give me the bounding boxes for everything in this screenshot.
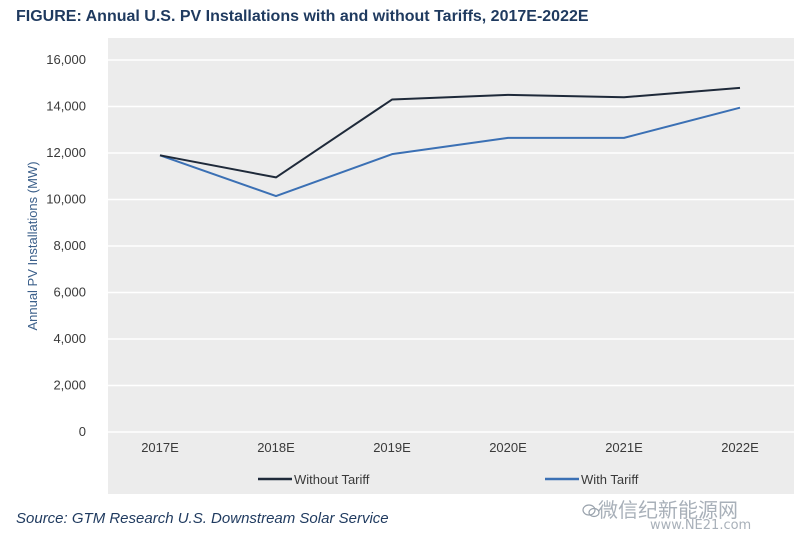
x-tick-label: 2018E bbox=[257, 440, 295, 455]
wechat-icon bbox=[582, 504, 600, 518]
y-axis-label: Annual PV Installations (MW) bbox=[25, 161, 40, 330]
legend: Without Tariff With Tariff bbox=[258, 472, 639, 487]
y-tick-label: 0 bbox=[79, 424, 86, 439]
x-tick-labels: 2017E 2018E 2019E 2020E 2021E 2022E bbox=[141, 440, 759, 455]
x-tick-label: 2017E bbox=[141, 440, 179, 455]
y-tick-label: 14,000 bbox=[46, 99, 86, 114]
y-tick-labels: 0 2,000 4,000 6,000 8,000 10,000 12,000 14,000 1… bbox=[46, 52, 86, 439]
y-tick-label: 12,000 bbox=[46, 145, 86, 160]
series-line-with-tariff bbox=[159, 106, 741, 198]
x-tick-label: 2020E bbox=[489, 440, 527, 455]
watermark-url: www.NE21.com bbox=[650, 518, 752, 533]
x-tick-label: 2022E bbox=[721, 440, 759, 455]
y-tick-label: 10,000 bbox=[46, 192, 86, 207]
x-tick-label: 2021E bbox=[605, 440, 643, 455]
y-tick-label: 8,000 bbox=[53, 238, 86, 253]
x-tick-label: 2019E bbox=[373, 440, 411, 455]
y-tick-label: 4,000 bbox=[53, 331, 86, 346]
y-tick-label: 16,000 bbox=[46, 52, 86, 67]
watermark-text: 微信纪新能源网 bbox=[598, 498, 738, 522]
legend-label: With Tariff bbox=[581, 472, 639, 487]
series-lines bbox=[159, 86, 741, 198]
legend-label: Without Tariff bbox=[294, 472, 370, 487]
y-tick-label: 2,000 bbox=[53, 378, 86, 393]
source-note: Source: GTM Research U.S. Downstream Sol… bbox=[16, 510, 389, 527]
series-line-without-tariff bbox=[159, 86, 741, 179]
chart-title: FIGURE: Annual U.S. PV Installations wit… bbox=[16, 8, 589, 25]
y-tick-label: 6,000 bbox=[53, 285, 86, 300]
plot-background bbox=[108, 38, 794, 494]
grid-lines bbox=[108, 59, 794, 433]
